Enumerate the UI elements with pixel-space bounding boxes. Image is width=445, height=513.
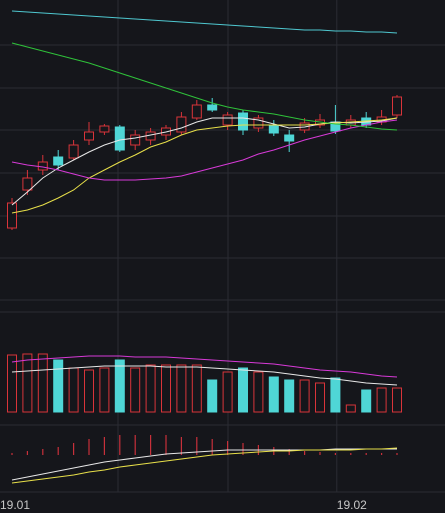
candle-body: [191, 104, 202, 119]
ma-line: [11, 117, 398, 214]
bar: [330, 377, 341, 413]
bar: [211, 439, 213, 455]
bar: [114, 359, 125, 413]
candle-body: [114, 126, 125, 151]
candle-body: [222, 114, 233, 126]
candle-body: [268, 124, 279, 134]
bar: [161, 364, 171, 413]
candle-body: [253, 117, 264, 129]
candle-body: [238, 112, 248, 131]
bar: [11, 453, 13, 455]
bar: [253, 371, 264, 413]
candle-body: [207, 104, 218, 111]
candle-body: [284, 134, 295, 142]
candle-body: [37, 161, 48, 171]
ma-line: [11, 42, 398, 131]
bar: [242, 443, 244, 455]
candle-body: [130, 134, 141, 146]
bar: [304, 451, 306, 455]
bar: [103, 437, 105, 455]
bar: [37, 353, 48, 413]
bar: [165, 435, 167, 455]
bar: [180, 437, 182, 455]
bar: [334, 453, 336, 455]
bar: [68, 367, 79, 413]
x-tick-label: 19.01: [0, 498, 30, 512]
bar: [268, 376, 279, 413]
bar: [284, 379, 295, 413]
bar: [396, 453, 398, 455]
bar: [350, 453, 352, 455]
bar: [227, 441, 229, 455]
x-tick-label: 19.02: [337, 498, 367, 512]
bar: [88, 439, 90, 455]
bar: [42, 449, 44, 455]
candle-body: [7, 202, 17, 229]
ma-line: [11, 448, 397, 481]
candle-body: [176, 116, 187, 133]
bar: [319, 452, 321, 455]
bar: [119, 435, 121, 455]
ma-line: [11, 119, 398, 181]
bar: [392, 387, 402, 413]
bar: [7, 354, 17, 413]
bar: [150, 435, 152, 455]
bar: [134, 435, 136, 455]
candle-body: [99, 125, 110, 133]
bar: [22, 353, 33, 413]
candle-body: [84, 131, 94, 141]
bar: [176, 364, 187, 413]
ma-line: [11, 447, 398, 484]
bar: [361, 389, 372, 413]
bar: [222, 371, 233, 413]
bar: [207, 379, 218, 413]
bar: [57, 447, 59, 455]
bar: [53, 359, 64, 413]
candle-body: [53, 156, 64, 166]
bar: [99, 367, 110, 413]
bar: [238, 367, 248, 413]
ma-line: [11, 10, 398, 34]
bar: [26, 451, 28, 455]
bar: [381, 453, 383, 455]
bar: [191, 364, 202, 413]
ma-line: [11, 117, 398, 206]
candle-body: [392, 96, 402, 116]
bar: [130, 367, 141, 413]
bar: [84, 369, 94, 413]
bar: [299, 379, 310, 413]
bar: [73, 443, 75, 455]
ma-line: [11, 365, 398, 386]
bar: [196, 437, 198, 455]
bar: [315, 382, 325, 413]
candle-body: [68, 144, 79, 159]
bar: [376, 387, 387, 413]
bar: [365, 453, 367, 455]
ma-line: [11, 355, 398, 378]
bar: [145, 364, 156, 413]
bar: [345, 404, 356, 413]
candle-body: [22, 177, 33, 191]
bar: [288, 449, 290, 455]
